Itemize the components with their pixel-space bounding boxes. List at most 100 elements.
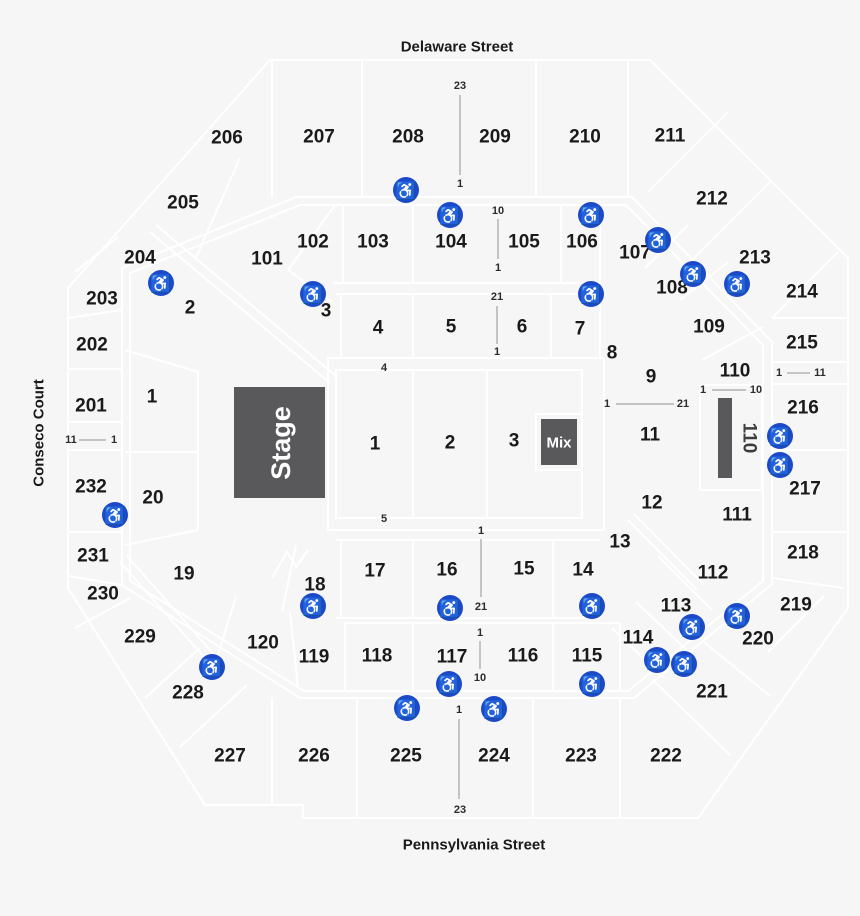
- section-label-inner_ring-6[interactable]: 6: [517, 317, 528, 338]
- section-label-level_200-212[interactable]: 212: [696, 189, 728, 210]
- wheelchair-accessible-icon[interactable]: ♿: [724, 603, 750, 629]
- wheelchair-accessible-icon[interactable]: ♿: [481, 696, 507, 722]
- section-label-level_200-227[interactable]: 227: [214, 746, 246, 767]
- section-label-level_100-104[interactable]: 104: [435, 232, 467, 253]
- section-label-level_200-209[interactable]: 209: [479, 127, 511, 148]
- section-label-inner_ring-15[interactable]: 15: [513, 559, 535, 580]
- section-label-level_200-213[interactable]: 213: [739, 248, 771, 269]
- section-label-level_100-105[interactable]: 105: [508, 232, 540, 253]
- section-label-level_200-217[interactable]: 217: [789, 479, 821, 500]
- section-label-inner_ring-16[interactable]: 16: [436, 560, 457, 581]
- wheelchair-accessible-icon[interactable]: ♿: [148, 270, 174, 296]
- section-label-level_100-103[interactable]: 103: [357, 232, 389, 253]
- section-label-level_200-201[interactable]: 201: [75, 396, 107, 417]
- wheelchair-accessible-icon[interactable]: ♿: [578, 202, 604, 228]
- section-label-level_200-203[interactable]: 203: [86, 289, 118, 310]
- section-label-inner_ring-14[interactable]: 14: [572, 560, 594, 581]
- section-label-floor-2[interactable]: 2: [445, 433, 456, 454]
- section-label-floor-1[interactable]: 1: [370, 434, 381, 455]
- section-label-inner_ring-12[interactable]: 12: [641, 493, 662, 514]
- wheelchair-accessible-icon[interactable]: ♿: [645, 227, 671, 253]
- wheelchair-accessible-icon[interactable]: ♿: [436, 671, 462, 697]
- section-label-level_200-231[interactable]: 231: [77, 546, 109, 567]
- section-label-level_200-230[interactable]: 230: [87, 584, 119, 605]
- row-number-label: 10: [492, 205, 504, 217]
- wheelchair-accessible-icon[interactable]: ♿: [394, 695, 420, 721]
- wheelchair-accessible-icon[interactable]: ♿: [300, 281, 326, 307]
- section-label-level_200-224[interactable]: 224: [478, 746, 510, 767]
- section-label-level_200-229[interactable]: 229: [124, 627, 156, 648]
- section-label-floor-3[interactable]: 3: [509, 431, 520, 452]
- section-label-level_200-220[interactable]: 220: [742, 629, 774, 650]
- wheelchair-accessible-icon[interactable]: ♿: [767, 452, 793, 478]
- section-label-level_100-106[interactable]: 106: [566, 232, 598, 253]
- section-label-inner_ring-13[interactable]: 13: [609, 532, 630, 553]
- wheelchair-accessible-icon[interactable]: ♿: [437, 202, 463, 228]
- section-label-inner_ring-19[interactable]: 19: [173, 564, 194, 585]
- section-label-level_200-221[interactable]: 221: [696, 682, 728, 703]
- wheelchair-accessible-icon[interactable]: ♿: [671, 651, 697, 677]
- section-label-level_200-208[interactable]: 208: [392, 127, 424, 148]
- wheelchair-accessible-icon[interactable]: ♿: [724, 271, 750, 297]
- wheelchair-accessible-icon[interactable]: ♿: [579, 671, 605, 697]
- section-label-level_200-225[interactable]: 225: [390, 746, 422, 767]
- wheelchair-accessible-icon[interactable]: ♿: [102, 502, 128, 528]
- section-label-level_100-101[interactable]: 101: [251, 249, 283, 270]
- section-label-inner_ring-7[interactable]: 7: [575, 319, 586, 340]
- section-label-level_200-215[interactable]: 215: [786, 333, 818, 354]
- section-label-level_200-226[interactable]: 226: [298, 746, 330, 767]
- section-label-level_200-211[interactable]: 211: [655, 126, 686, 147]
- wheelchair-accessible-icon[interactable]: ♿: [680, 261, 706, 287]
- wheelchair-accessible-icon[interactable]: ♿: [437, 595, 463, 621]
- section-label-inner_ring-9[interactable]: 9: [646, 367, 657, 388]
- section-label-level_100-112[interactable]: 112: [698, 563, 729, 584]
- section-label-level_200-204[interactable]: 204: [124, 248, 156, 269]
- section-label-level_200-214[interactable]: 214: [786, 282, 818, 303]
- section-label-level_100-115[interactable]: 115: [572, 646, 603, 667]
- section-label-level_200-232[interactable]: 232: [75, 477, 107, 498]
- section-label-inner_ring-20[interactable]: 20: [142, 488, 163, 509]
- section-label-level_200-216[interactable]: 216: [787, 398, 819, 419]
- wheelchair-accessible-icon[interactable]: ♿: [578, 281, 604, 307]
- wheelchair-accessible-icon[interactable]: ♿: [579, 593, 605, 619]
- section-label-inner_ring-2[interactable]: 2: [185, 298, 196, 319]
- row-number-label: 4: [381, 362, 388, 374]
- section-label-inner_ring-1[interactable]: 1: [147, 387, 158, 408]
- section-label-level_100-107[interactable]: 107: [619, 243, 651, 264]
- section-label-level_100-113[interactable]: 113: [661, 596, 692, 617]
- section-label-level_200-206[interactable]: 206: [211, 128, 243, 149]
- section-label-level_100-118[interactable]: 118: [362, 646, 393, 667]
- section-label-level_100-111[interactable]: 111: [722, 505, 752, 526]
- section-label-level_200-218[interactable]: 218: [787, 543, 819, 564]
- section-label-level_100-110[interactable]: 110: [720, 361, 751, 382]
- wheelchair-accessible-icon[interactable]: ♿: [679, 614, 705, 640]
- section-label-level_200-205[interactable]: 205: [167, 193, 199, 214]
- section-label-level_100-116[interactable]: 116: [508, 646, 539, 667]
- section-label-level_200-202[interactable]: 202: [76, 335, 108, 356]
- section-label-level_200-223[interactable]: 223: [565, 746, 597, 767]
- section-label-level_100-117[interactable]: 117: [437, 647, 468, 668]
- section-label-inner_ring-11[interactable]: 11: [640, 425, 661, 446]
- section-label-level_100-119[interactable]: 119: [299, 647, 330, 668]
- wheelchair-accessible-icon[interactable]: ♿: [300, 593, 326, 619]
- section-label-level_200-228[interactable]: 228: [172, 683, 204, 704]
- section-label-inner_ring-4[interactable]: 4: [373, 318, 384, 339]
- section-label-level_200-222[interactable]: 222: [650, 746, 682, 767]
- wheelchair-accessible-icon[interactable]: ♿: [767, 423, 793, 449]
- section-label-level_100-108[interactable]: 108: [656, 278, 688, 299]
- section-label-level_100-102[interactable]: 102: [297, 232, 329, 253]
- wheelchair-accessible-icon[interactable]: ♿: [644, 647, 670, 673]
- section-label-level_100-109[interactable]: 109: [693, 317, 725, 338]
- section-label-level_200-210[interactable]: 210: [569, 127, 601, 148]
- section-label-inner_ring-5[interactable]: 5: [446, 317, 457, 338]
- section-label-inner_ring-8[interactable]: 8: [607, 343, 618, 364]
- wheelchair-accessible-icon[interactable]: ♿: [199, 654, 225, 680]
- section-label-inner_ring-17[interactable]: 17: [364, 561, 385, 582]
- wheelchair-accessible-icon[interactable]: ♿: [393, 177, 419, 203]
- section-label-inner_ring-18[interactable]: 18: [304, 575, 325, 596]
- section-label-inner_ring-3[interactable]: 3: [321, 301, 332, 322]
- section-label-level_100-114[interactable]: 114: [623, 628, 654, 649]
- section-label-level_200-207[interactable]: 207: [303, 127, 335, 148]
- section-label-level_100-120[interactable]: 120: [247, 633, 279, 654]
- section-label-level_200-219[interactable]: 219: [780, 595, 812, 616]
